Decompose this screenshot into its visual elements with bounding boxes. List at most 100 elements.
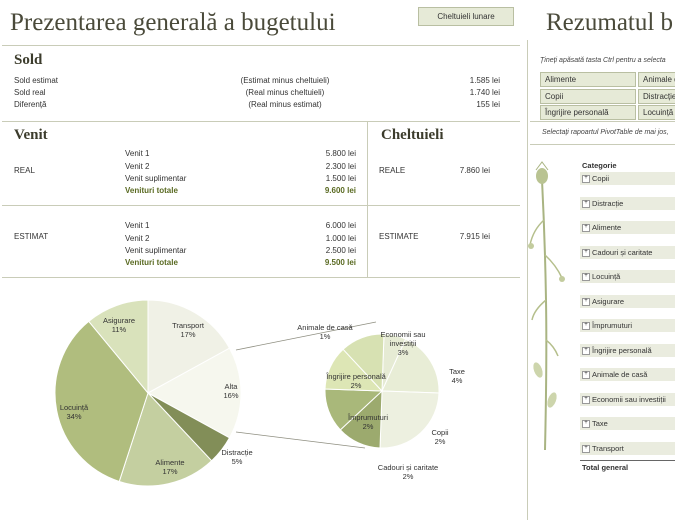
slicer-button[interactable]: Animale d xyxy=(638,72,675,87)
estimat-total-value: 9.500 lei xyxy=(324,258,356,267)
main-pie-label: Distracție 5% xyxy=(221,448,252,466)
main-pie-slice xyxy=(146,347,242,439)
estimate-label: ESTIMATE xyxy=(379,232,419,241)
income-row-value: 5.800 lei xyxy=(325,149,356,158)
slice-name: Animale de casă xyxy=(297,323,353,332)
sold-row-value: 1.740 lei xyxy=(469,88,500,97)
slice-pct: 2% xyxy=(362,422,374,431)
secondary-pie-label: Îngrijire personală 2% xyxy=(326,372,386,390)
slice-pct: 11% xyxy=(111,325,127,334)
main-pie-slice xyxy=(147,299,231,394)
pivot-row-label: Copii xyxy=(592,174,610,183)
pivot-row-label: Taxe xyxy=(592,419,608,428)
slice-name: Taxe xyxy=(449,367,465,376)
expand-icon[interactable]: + xyxy=(582,444,590,453)
slice-pct: 1% xyxy=(319,332,331,341)
chart-divider xyxy=(2,277,520,278)
slice-pct: 3% xyxy=(397,348,409,357)
pivot-row[interactable]: + Taxe xyxy=(580,417,675,430)
income-row-label: Venit 1 xyxy=(125,221,150,230)
slice-name: Distracție xyxy=(221,448,253,457)
slicer-button[interactable]: Alimente xyxy=(540,72,636,87)
expand-icon[interactable]: + xyxy=(582,395,590,404)
secondary-pie-slice xyxy=(342,333,385,393)
header-divider xyxy=(2,45,520,46)
expand-icon[interactable]: + xyxy=(582,297,590,306)
pivot-row-label: Distracție xyxy=(592,198,624,208)
income-row-label: Venit suplimentar xyxy=(125,246,187,255)
main-pie-slice xyxy=(118,392,213,487)
pivot-row[interactable]: + Împrumuturi xyxy=(580,319,675,332)
slicer-hint: Țineți apăsată tasta Ctrl pentru a selec… xyxy=(540,57,666,64)
sold-row-value: 155 lei xyxy=(476,100,500,109)
pivot-row[interactable]: + Distracție xyxy=(580,196,675,210)
estimat-label: ESTIMAT xyxy=(14,232,49,241)
expand-icon[interactable]: + xyxy=(582,346,590,355)
slicer-button[interactable]: Locuință xyxy=(638,105,675,120)
pivot-row[interactable]: + Alimente xyxy=(580,221,675,234)
expand-icon[interactable]: + xyxy=(582,420,590,429)
pie-connector-line xyxy=(235,321,377,351)
pivot-divider xyxy=(530,144,675,145)
sold-row-label: Sold estimat xyxy=(14,76,59,85)
reale-label: REALE xyxy=(379,166,406,175)
pivot-row[interactable]: + Asigurare xyxy=(580,294,675,308)
income-row-value: 2.500 lei xyxy=(325,246,356,255)
income-row-value: 2.300 lei xyxy=(325,162,356,171)
slicer-button[interactable]: Copii xyxy=(540,89,636,104)
slice-pct: 17% xyxy=(180,330,196,339)
main-pie-label: Asigurare 11% xyxy=(103,316,135,334)
slice-name: Alimente xyxy=(155,458,185,467)
slice-name: Alta xyxy=(224,382,238,391)
pivot-row[interactable]: + Locuință xyxy=(580,270,675,283)
slice-pct: 17% xyxy=(162,467,178,476)
expand-icon[interactable]: + xyxy=(582,273,590,282)
monthly-expenses-button[interactable]: Cheltuieli lunare xyxy=(418,7,514,26)
pie-connector-line xyxy=(235,431,366,449)
cheltuieli-heading: Cheltuieli xyxy=(381,127,444,143)
pivot-row-label: Cadouri și caritate xyxy=(592,247,653,257)
slice-name: Asigurare xyxy=(102,316,136,325)
expand-icon[interactable]: + xyxy=(582,224,590,233)
slice-name: Împrumuturi xyxy=(347,413,388,422)
secondary-pie-label: Taxe 4% xyxy=(427,367,487,385)
reale-value: 7.860 lei xyxy=(459,166,490,175)
flower-illustration xyxy=(528,161,565,451)
main-pie-label: Alta 16% xyxy=(223,382,238,400)
slicer-button[interactable]: Distracție xyxy=(638,89,675,104)
income-row-value: 6.000 lei xyxy=(325,221,356,230)
expand-icon[interactable]: + xyxy=(582,175,590,184)
main-pie-label: Alimente 17% xyxy=(155,458,184,476)
pivot-row[interactable]: + Transport xyxy=(580,441,675,455)
income-row-label: Venit suplimentar xyxy=(125,174,187,183)
slice-name: Transport xyxy=(172,321,204,330)
pivot-row[interactable]: + Economii sau investiții xyxy=(580,392,675,406)
main-pie-slice xyxy=(88,299,149,395)
slicer-button[interactable]: Îngrijire personală xyxy=(540,105,636,120)
pivot-row-label: Economii sau investiții xyxy=(592,394,666,404)
expand-icon[interactable]: + xyxy=(582,248,590,257)
main-pie-label: Locuință 34% xyxy=(60,403,88,421)
estimat-total-label: Venituri totale xyxy=(125,258,178,267)
estimate-value: 7.915 lei xyxy=(459,232,490,241)
secondary-pie-label: Împrumuturi 2% xyxy=(338,413,398,431)
slice-pct: 5% xyxy=(231,457,243,466)
main-pie-label: Transport 17% xyxy=(172,321,204,339)
slicer-divider xyxy=(530,121,675,122)
slice-name: Locuință xyxy=(59,403,89,412)
cheltuieli-mid-divider xyxy=(367,205,520,206)
secondary-pie-label: Copii 2% xyxy=(410,428,470,446)
secondary-pie-slice xyxy=(381,338,440,394)
pivot-row[interactable]: + Cadouri și caritate xyxy=(580,245,675,259)
pivot-row[interactable]: + Copii xyxy=(580,172,675,185)
pivot-row-label: Alimente xyxy=(592,223,622,232)
pivot-row[interactable]: + Animale de casă xyxy=(580,368,675,381)
expand-icon[interactable]: + xyxy=(582,371,590,380)
real-label: REAL xyxy=(14,166,35,175)
pivot-row[interactable]: + Îngrijire personală xyxy=(580,343,675,357)
expand-icon[interactable]: + xyxy=(582,322,590,331)
expand-icon[interactable]: + xyxy=(582,199,590,208)
pivot-row-label: Animale de casă xyxy=(592,370,648,379)
pivot-row-label: Asigurare xyxy=(592,296,625,306)
real-total-value: 9.600 lei xyxy=(324,186,356,195)
